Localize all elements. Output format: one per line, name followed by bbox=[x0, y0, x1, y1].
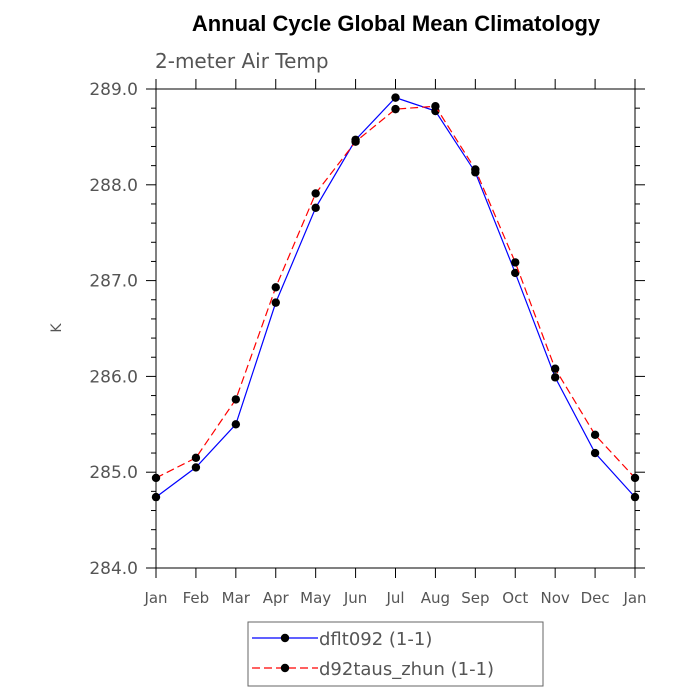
data-point bbox=[311, 189, 320, 198]
series-line-2 bbox=[155, 105, 636, 479]
chart-title: Annual Cycle Global Mean Climatology bbox=[192, 11, 601, 36]
x-tick-label: Nov bbox=[541, 589, 570, 607]
x-tick-label: Feb bbox=[183, 589, 210, 607]
y-tick-label: 286.0 bbox=[89, 367, 138, 387]
x-tick-label: Sep bbox=[461, 589, 489, 607]
legend-label-1: dflt092 (1-1) bbox=[319, 629, 432, 650]
x-axis-tick-labels: Jan Feb Mar Apr May Jun Jul Aug Sep Oct Nov Dec Jan bbox=[143, 589, 646, 607]
data-point bbox=[630, 492, 640, 502]
data-point bbox=[271, 283, 280, 292]
data-point bbox=[431, 102, 440, 111]
data-point bbox=[630, 473, 640, 483]
data-point bbox=[391, 104, 400, 114]
legend-marker-2 bbox=[280, 663, 290, 673]
data-point bbox=[590, 430, 600, 440]
data-point bbox=[511, 268, 520, 278]
x-tick-label: Oct bbox=[502, 589, 528, 607]
x-tick-label: Jan bbox=[622, 589, 646, 607]
y-axis-label: K bbox=[49, 323, 65, 333]
data-point bbox=[550, 373, 560, 382]
axis-ticks bbox=[146, 79, 645, 578]
data-point bbox=[231, 395, 241, 404]
x-tick-label: Dec bbox=[581, 589, 610, 607]
legend-label-2: d92taus_zhun (1-1) bbox=[319, 659, 494, 680]
x-tick-label: Jan bbox=[143, 589, 167, 607]
plot-frame bbox=[155, 88, 636, 569]
data-point bbox=[590, 448, 600, 458]
data-point bbox=[511, 258, 520, 267]
x-tick-label: Jun bbox=[343, 589, 367, 607]
x-tick-label: Jul bbox=[385, 589, 404, 607]
x-tick-label: Mar bbox=[222, 589, 251, 607]
data-point bbox=[191, 453, 201, 463]
data-point bbox=[151, 473, 161, 483]
data-point bbox=[311, 203, 320, 212]
x-tick-label: May bbox=[300, 589, 331, 607]
legend-marker-1 bbox=[280, 633, 290, 643]
x-tick-label: Aug bbox=[421, 589, 450, 607]
y-axis-tick-labels: 284.0 285.0 286.0 287.0 288.0 289.0 bbox=[89, 80, 138, 579]
y-tick-label: 285.0 bbox=[89, 463, 138, 483]
data-point bbox=[271, 298, 280, 307]
data-point bbox=[351, 137, 360, 146]
data-point bbox=[550, 364, 560, 373]
y-tick-label: 288.0 bbox=[89, 176, 138, 196]
data-point bbox=[471, 165, 480, 174]
y-tick-label: 287.0 bbox=[89, 272, 138, 292]
data-point bbox=[231, 420, 241, 429]
data-point bbox=[151, 492, 161, 502]
data-point bbox=[191, 463, 201, 472]
x-tick-label: Apr bbox=[263, 589, 290, 607]
series-line-1 bbox=[155, 96, 636, 498]
chart-subtitle: 2-meter Air Temp bbox=[155, 49, 329, 73]
series-layer bbox=[151, 93, 640, 502]
legend: dflt092 (1-1) d92taus_zhun (1-1) bbox=[247, 621, 544, 687]
legend-box bbox=[247, 621, 544, 687]
y-tick-label: 284.0 bbox=[89, 559, 138, 579]
y-tick-label: 289.0 bbox=[89, 80, 138, 100]
data-point bbox=[391, 93, 400, 102]
